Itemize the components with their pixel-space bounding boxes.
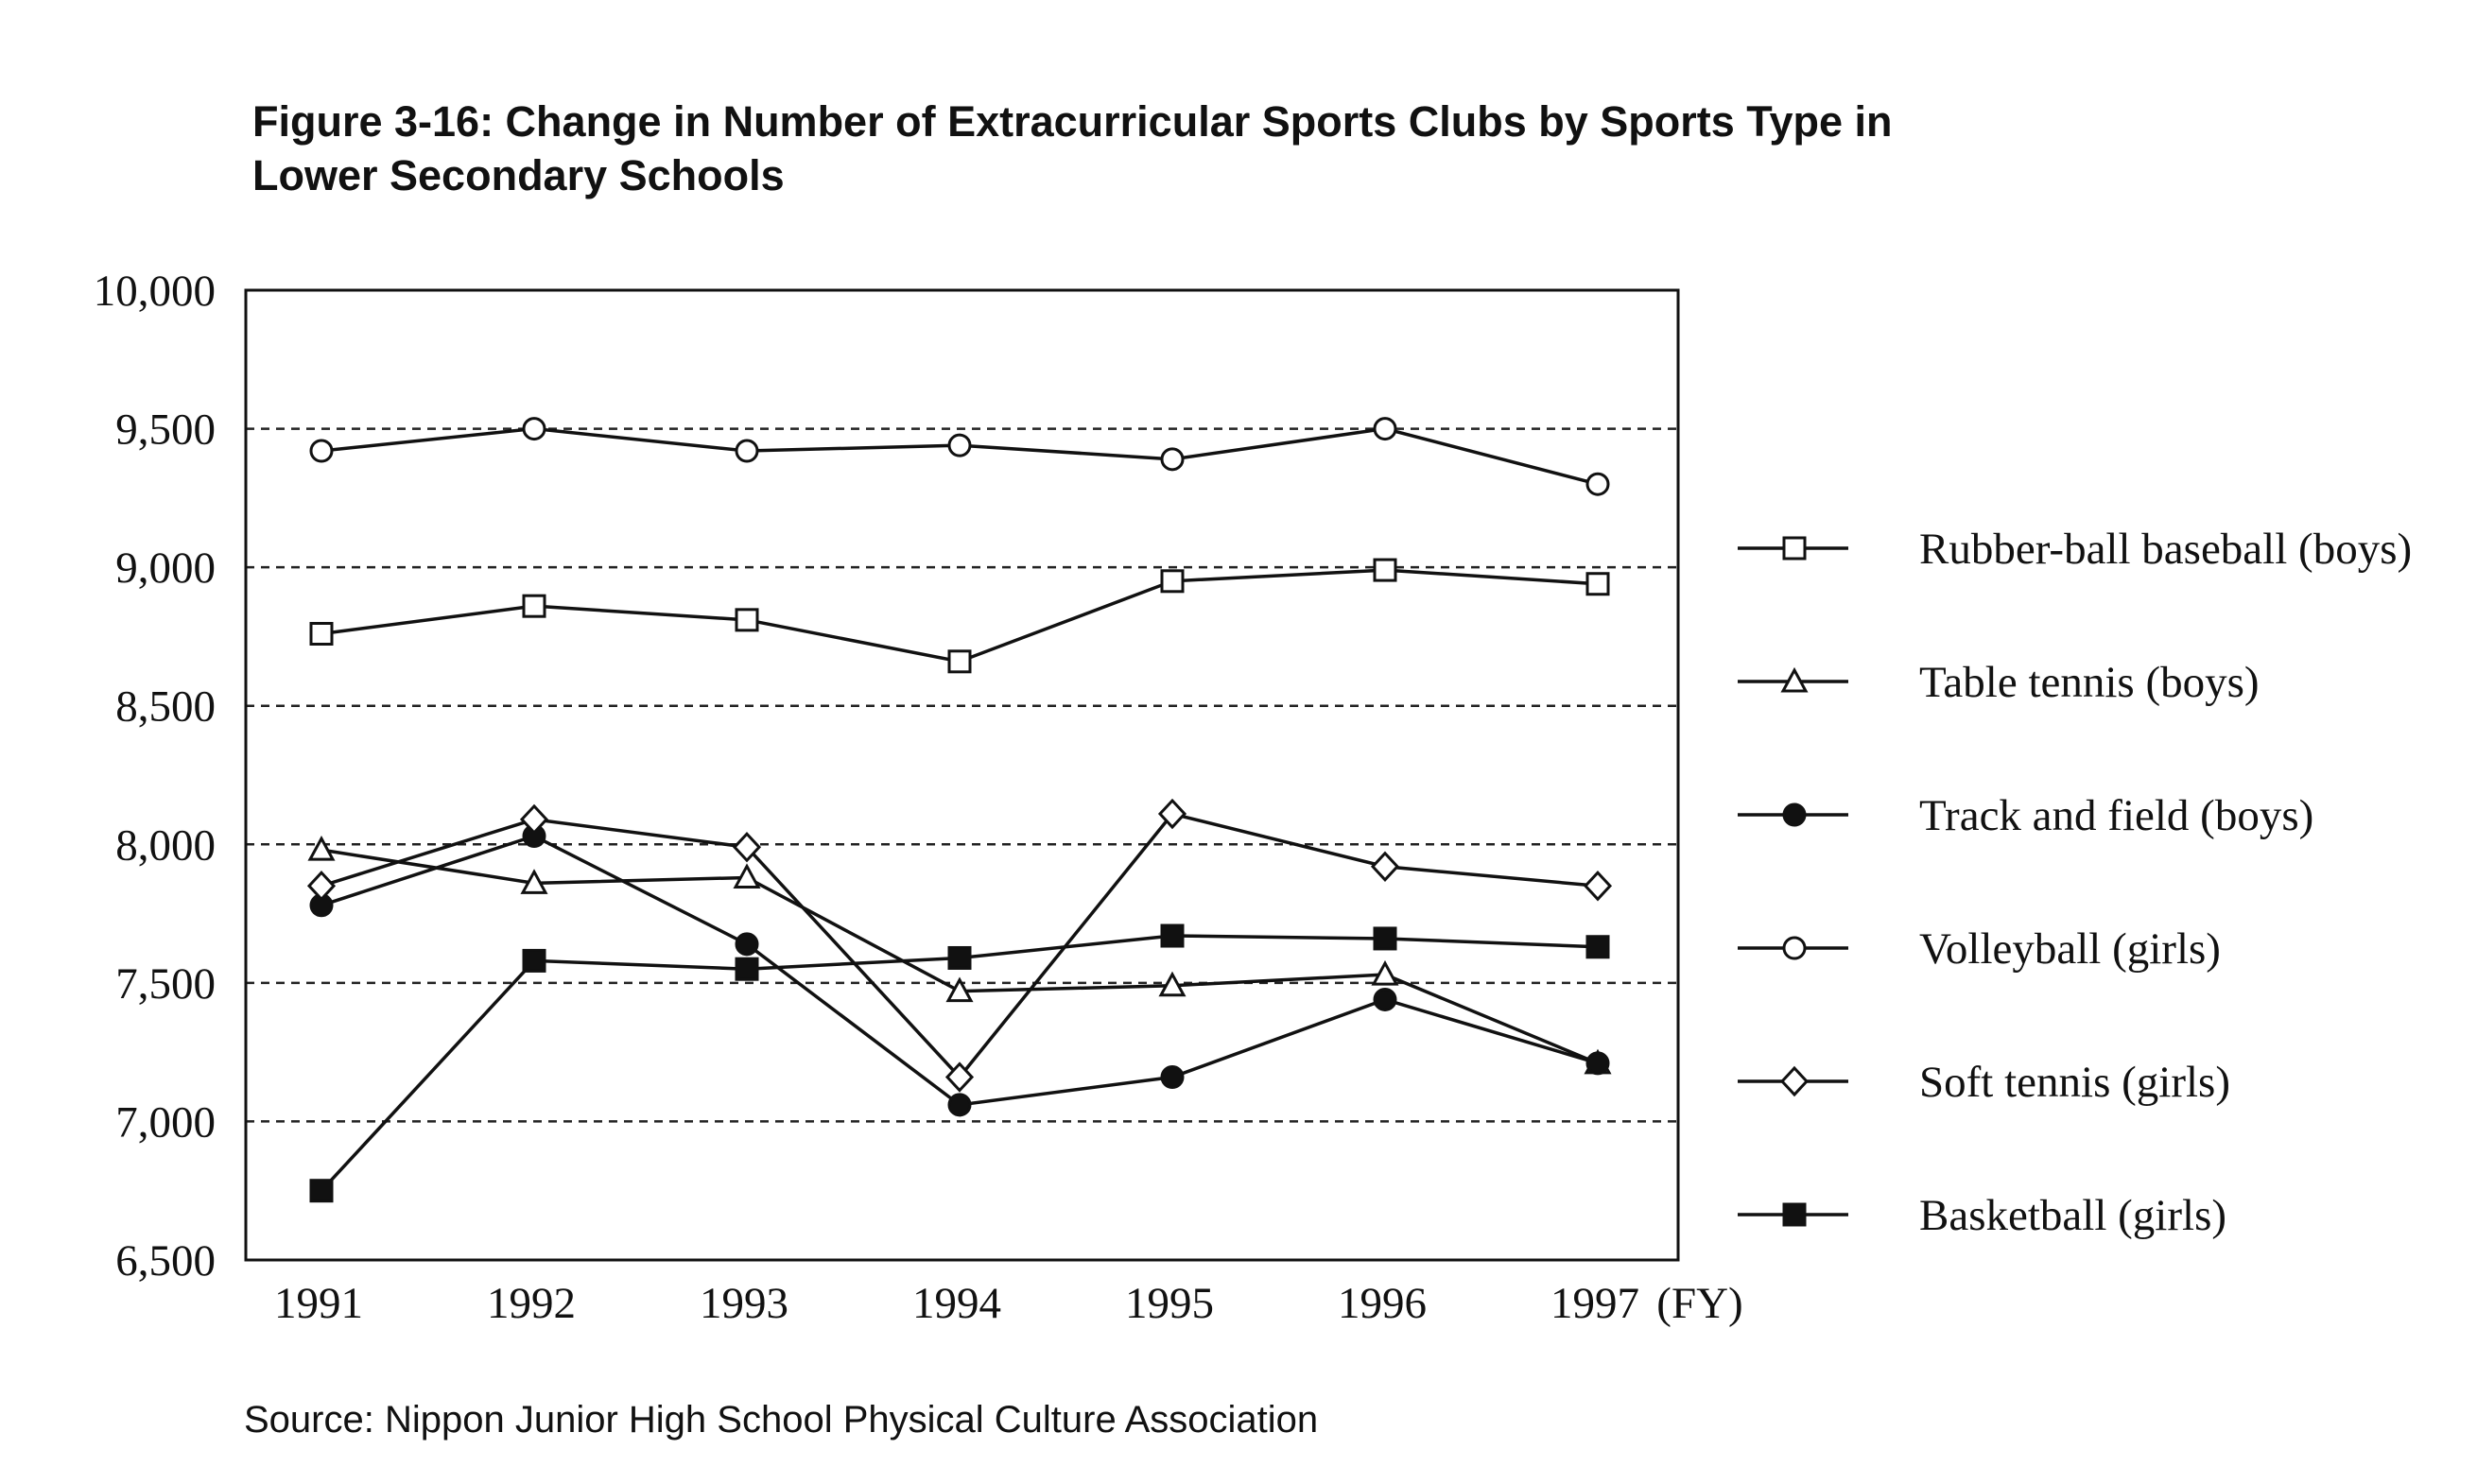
- data-point: [735, 932, 759, 957]
- data-point: [947, 649, 972, 674]
- legend: Rubber-ball baseball (boys) Table tennis …: [1738, 525, 2412, 1240]
- data-point: [947, 1093, 972, 1117]
- legend-marker: [1780, 666, 1809, 693]
- data-point: [522, 594, 546, 618]
- data-point: [944, 1061, 975, 1093]
- data-point: [945, 976, 974, 1003]
- series-soft-tennis-girls: [306, 798, 1613, 1093]
- data-point: [947, 433, 972, 457]
- legend-marker: [1782, 802, 1807, 827]
- legend-item: Soft tennis (girls): [1738, 1058, 2230, 1107]
- data-point: [522, 948, 546, 973]
- data-point: [1158, 971, 1187, 997]
- legend-marker: [1782, 936, 1807, 960]
- data-point: [306, 871, 337, 902]
- data-point: [522, 417, 546, 441]
- data-point: [733, 863, 761, 889]
- data-point: [1373, 558, 1397, 582]
- data-point: [1585, 472, 1610, 496]
- legend-label: Rubber-ball baseball (boys): [1919, 525, 2412, 574]
- x-tick-label: 1994: [912, 1279, 1001, 1328]
- y-tick-label: 7,000: [115, 1097, 216, 1147]
- y-tick-label: 8,500: [115, 682, 216, 732]
- x-tick-label: 1997: [1550, 1279, 1639, 1328]
- y-tick-label: 10,000: [94, 267, 216, 316]
- data-point: [519, 803, 549, 836]
- y-tick-label: 7,500: [115, 959, 216, 1009]
- series-basketball-girls: [309, 923, 1610, 1203]
- series-line: [320, 568, 1599, 664]
- data-point: [309, 621, 334, 646]
- data-point: [1371, 959, 1399, 986]
- data-point: [947, 945, 972, 970]
- x-tick-label: 1996: [1338, 1279, 1427, 1328]
- legend-label: Basketball (girls): [1919, 1191, 2226, 1240]
- data-point: [1160, 1065, 1185, 1090]
- data-point: [309, 439, 334, 463]
- data-point: [1160, 447, 1185, 472]
- data-point: [1157, 798, 1187, 830]
- data-point: [732, 832, 762, 863]
- x-tick-label: 1995: [1125, 1279, 1214, 1328]
- legend-label: Table tennis (boys): [1919, 658, 2260, 707]
- data-point: [1373, 987, 1397, 1011]
- y-tick-label: 9,500: [115, 406, 216, 455]
- data-point: [1585, 572, 1610, 596]
- x-tick-label: 1993: [700, 1279, 788, 1328]
- data-point: [735, 439, 759, 463]
- legend-marker: [1782, 1202, 1807, 1227]
- data-point: [735, 957, 759, 981]
- series-volleyball-girls: [309, 417, 1610, 496]
- y-tick-label: 8,000: [115, 820, 216, 870]
- legend-label: Track and field (boys): [1919, 791, 2313, 840]
- chart-title: Figure 3-16: Change in Number of Extracu…: [252, 95, 2238, 202]
- x-tick-label: 1991: [274, 1279, 363, 1328]
- legend-item: Track and field (boys): [1738, 791, 2313, 840]
- data-point: [1585, 1051, 1610, 1076]
- legend-item: Table tennis (boys): [1738, 658, 2260, 707]
- chart-title-line-2: Lower Secondary Schools: [252, 151, 785, 199]
- data-point: [309, 1179, 334, 1203]
- data-point: [1373, 926, 1397, 951]
- y-tick-label: 6,500: [115, 1236, 216, 1286]
- chart-source-note: Source: Nippon Junior High School Physic…: [244, 1399, 1319, 1441]
- data-point: [307, 836, 336, 861]
- legend-item: Rubber-ball baseball (boys): [1738, 525, 2412, 574]
- data-point: [520, 869, 548, 894]
- legend-label: Volleyball (girls): [1919, 924, 2221, 974]
- data-point: [1373, 417, 1397, 441]
- legend-marker: [1782, 536, 1807, 561]
- data-point: [1160, 923, 1185, 948]
- legend-label: Soft tennis (girls): [1919, 1058, 2230, 1107]
- data-point: [1585, 935, 1610, 959]
- x-axis-unit-label: (FY): [1656, 1279, 1742, 1328]
- chart-title-line-1: Figure 3-16: Change in Number of Extracu…: [252, 97, 1893, 146]
- data-point: [1583, 871, 1613, 902]
- series-line: [320, 812, 1599, 1080]
- x-tick-label: 1992: [487, 1279, 576, 1328]
- legend-marker: [1779, 1065, 1810, 1097]
- data-point: [735, 608, 759, 632]
- y-tick-label: 9,000: [115, 544, 216, 593]
- data-point: [1160, 569, 1185, 594]
- plot-area-frame: [244, 288, 1680, 1262]
- series-rubber-ball-baseball-boys: [309, 558, 1610, 674]
- data-point: [1370, 851, 1400, 882]
- series-track-and-field-boys: [309, 823, 1610, 1117]
- legend-item: Basketball (girls): [1738, 1191, 2226, 1240]
- legend-item: Volleyball (girls): [1738, 924, 2221, 974]
